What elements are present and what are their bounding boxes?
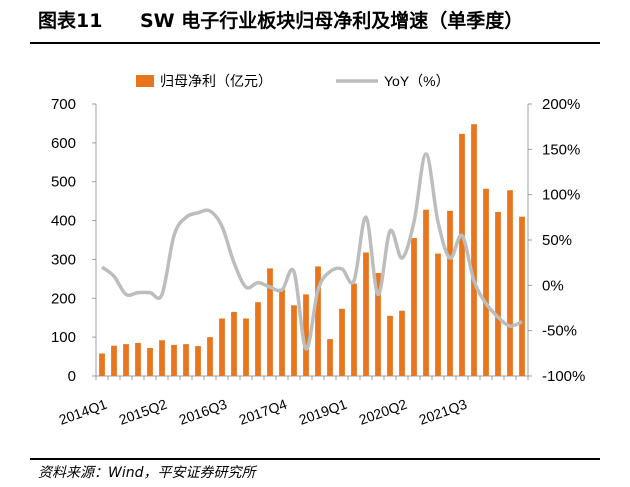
figure-header: 图表11 SW 电子行业板块归母净利及增速（单季度） <box>0 0 630 44</box>
bar <box>459 133 465 376</box>
figure-number: 图表11 <box>38 10 103 32</box>
bar <box>483 188 489 376</box>
bar <box>291 305 297 376</box>
yoy-line <box>100 152 523 351</box>
bar <box>159 340 165 376</box>
footer-rule <box>30 458 600 460</box>
bar <box>519 216 525 376</box>
right-tick-label: 0% <box>542 277 564 294</box>
bar <box>471 124 477 376</box>
left-tick-label: 0 <box>68 368 76 385</box>
right-tick-label: 150% <box>542 141 580 158</box>
bar <box>207 337 213 376</box>
bar <box>267 268 273 376</box>
bar <box>435 253 441 376</box>
bar <box>399 310 405 376</box>
x-tick-label: 2021Q3 <box>417 396 469 428</box>
bar <box>339 308 345 376</box>
bar <box>387 315 393 376</box>
left-tick-label: 700 <box>51 96 76 113</box>
x-tick-label: 2019Q1 <box>297 396 349 428</box>
source-note: 资料来源：Wind，平安证券研究所 <box>38 465 256 481</box>
bar <box>495 212 501 376</box>
bar <box>507 190 513 376</box>
bar <box>351 283 357 376</box>
right-tick-label: -100% <box>542 368 585 385</box>
header-rule <box>30 42 600 44</box>
bar <box>255 302 261 376</box>
bar <box>99 353 105 376</box>
left-tick-label: 200 <box>51 290 76 307</box>
bar <box>327 339 333 376</box>
bar <box>231 311 237 376</box>
left-tick-label: 300 <box>51 251 76 268</box>
bar <box>447 210 453 376</box>
legend-bar-swatch <box>136 75 154 87</box>
bar <box>135 342 141 376</box>
left-tick-label: 600 <box>51 135 76 152</box>
bar <box>279 288 285 376</box>
x-tick-label: 2020Q2 <box>357 396 409 428</box>
legend-bar-label: 归母净利（亿元） <box>160 73 272 89</box>
bar <box>195 346 201 376</box>
bar <box>219 318 225 376</box>
left-tick-label: 500 <box>51 174 76 191</box>
bar <box>243 318 249 376</box>
bar <box>183 344 189 376</box>
bar <box>375 273 381 376</box>
bar <box>423 209 429 376</box>
bar <box>363 252 369 376</box>
bar <box>123 344 129 376</box>
bar <box>411 238 417 376</box>
right-tick-label: 100% <box>542 187 580 204</box>
bar <box>111 345 117 376</box>
x-tick-label: 2017Q4 <box>237 396 289 428</box>
left-tick-label: 100 <box>51 329 76 346</box>
figure-title: SW 电子行业板块归母净利及增速（单季度） <box>140 10 524 32</box>
bar <box>315 266 321 376</box>
bar <box>171 344 177 376</box>
right-tick-label: 50% <box>542 232 572 249</box>
right-tick-label: 200% <box>542 96 580 113</box>
left-tick-label: 400 <box>51 213 76 230</box>
x-tick-label: 2014Q1 <box>57 396 109 428</box>
legend-line-label: YoY（%） <box>384 73 450 89</box>
x-tick-label: 2016Q3 <box>177 396 229 428</box>
bar <box>147 348 153 376</box>
bar <box>303 294 309 376</box>
right-tick-label: -50% <box>542 323 577 340</box>
x-tick-label: 2015Q2 <box>117 396 169 428</box>
